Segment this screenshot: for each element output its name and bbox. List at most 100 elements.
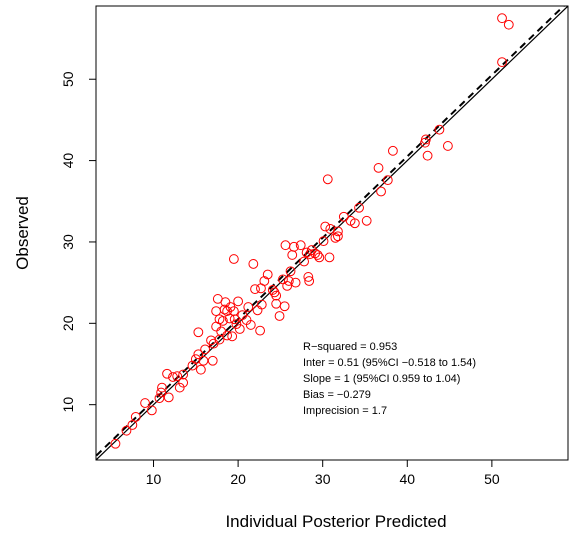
data-point — [376, 186, 386, 197]
data-point — [299, 256, 309, 267]
data-point — [200, 344, 211, 355]
data-point — [248, 259, 259, 269]
data-point — [207, 355, 218, 366]
data-point — [233, 296, 244, 307]
y-tick-label: 50 — [60, 71, 76, 87]
x-axis-title: Individual Posterior Predicted — [225, 512, 446, 531]
y-tick-label: 20 — [60, 315, 76, 331]
y-tick-label: 30 — [60, 234, 76, 250]
data-point — [140, 398, 150, 408]
data-point — [314, 252, 325, 263]
data-point — [130, 411, 141, 422]
data-point — [187, 360, 198, 371]
data-point — [259, 276, 270, 286]
data-point — [295, 240, 306, 251]
annotation-intercept: Inter = 0.51 (95%CI −0.518 to 1.54) — [303, 357, 476, 369]
data-point — [279, 301, 290, 312]
data-point — [322, 174, 333, 185]
data-point — [174, 382, 185, 393]
x-tick-label: 30 — [315, 471, 331, 487]
data-point — [224, 313, 235, 324]
data-point — [121, 425, 132, 436]
data-point — [228, 254, 239, 264]
data-point — [306, 245, 317, 255]
data-point — [320, 221, 331, 232]
data-point — [127, 420, 138, 430]
data-point — [193, 327, 204, 338]
data-point — [388, 145, 398, 156]
data-point — [229, 314, 240, 325]
data-point — [154, 393, 165, 404]
data-point — [110, 438, 121, 449]
data-point — [442, 141, 453, 151]
data-point — [228, 306, 239, 317]
data-point — [245, 320, 256, 330]
data-point — [234, 324, 245, 334]
data-point — [217, 315, 228, 326]
data-point — [250, 284, 260, 295]
data-point — [503, 19, 514, 30]
data-point — [162, 368, 172, 379]
data-point — [271, 290, 282, 301]
data-point — [333, 231, 343, 242]
data-point — [157, 382, 167, 393]
data-point — [338, 211, 349, 222]
data-point — [290, 277, 301, 288]
data-point — [303, 272, 314, 282]
data-point — [312, 250, 323, 260]
data-point — [497, 57, 507, 68]
data-point — [325, 224, 336, 234]
data-point — [271, 298, 282, 309]
y-tick-label: 10 — [60, 397, 76, 413]
data-point — [222, 330, 233, 341]
y-axis-title: Observed — [13, 196, 32, 270]
data-point — [231, 319, 242, 330]
data-point — [420, 134, 431, 145]
data-point — [190, 354, 201, 365]
x-tick-label: 40 — [399, 471, 415, 487]
data-point — [178, 369, 189, 380]
y-tick-label: 40 — [60, 153, 76, 169]
annotation-slope: Slope = 1 (95%CI 0.959 to 1.04) — [303, 373, 460, 385]
data-point — [193, 349, 204, 360]
data-point — [289, 241, 299, 252]
data-point — [267, 285, 278, 295]
data-point — [156, 387, 167, 398]
data-point — [255, 325, 266, 336]
data-point — [354, 202, 364, 213]
data-point — [211, 306, 222, 317]
data-point — [287, 250, 298, 260]
data-point — [318, 236, 329, 247]
data-point — [243, 302, 254, 312]
data-point — [168, 372, 178, 382]
data-point — [382, 175, 393, 186]
x-tick-label: 50 — [484, 471, 500, 487]
data-point — [227, 331, 238, 342]
data-point — [324, 252, 335, 263]
data-point — [146, 405, 157, 416]
data-point — [163, 392, 174, 403]
x-tick-label: 10 — [146, 471, 162, 487]
data-point — [195, 364, 206, 375]
annotation-bias: Bias = −0.279 — [303, 389, 371, 401]
data-point — [172, 371, 183, 382]
annotation-imprecision: Imprecision = 1.7 — [303, 405, 387, 417]
data-point — [262, 269, 273, 280]
data-point — [422, 150, 433, 161]
x-axis: 10 20 30 40 50 — [146, 460, 500, 487]
x-tick-label: 20 — [230, 471, 246, 487]
data-point — [373, 163, 384, 173]
data-point — [256, 299, 267, 310]
annotation-r-squared: R−squared = 0.953 — [303, 341, 397, 353]
data-point — [274, 311, 285, 321]
data-point — [330, 232, 341, 243]
data-point — [285, 266, 296, 277]
data-point — [252, 305, 263, 316]
data-points — [110, 13, 514, 449]
data-point — [434, 124, 445, 135]
data-point — [198, 355, 209, 366]
data-point — [361, 215, 372, 226]
data-point — [282, 280, 293, 291]
y-axis: 10 20 30 40 50 — [60, 71, 96, 412]
